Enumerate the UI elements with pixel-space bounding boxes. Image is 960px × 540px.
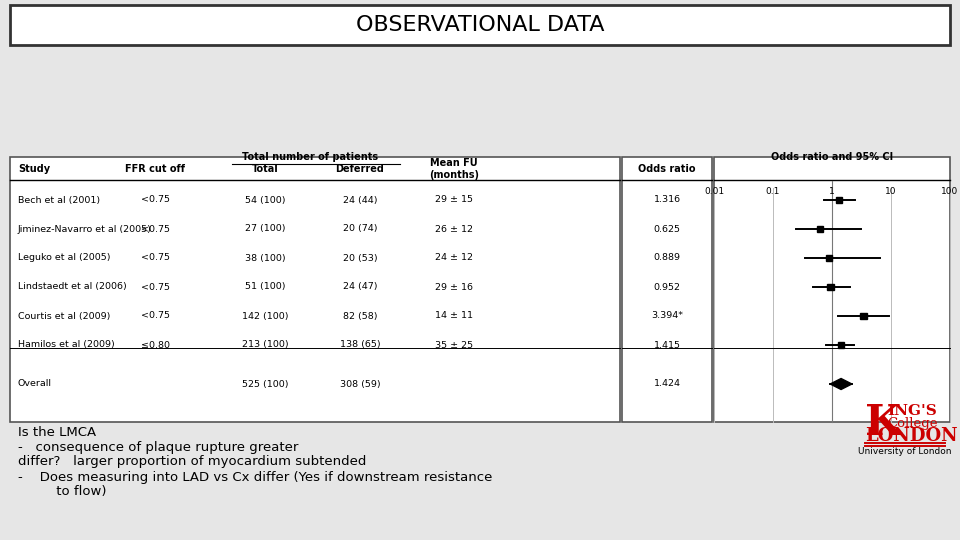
Bar (836, 197, 842, 203)
FancyBboxPatch shape (10, 157, 620, 422)
Text: <0.75: <0.75 (140, 312, 170, 321)
Text: LONDON: LONDON (865, 427, 958, 445)
Text: 54 (100): 54 (100) (245, 195, 285, 205)
Text: <0.75: <0.75 (140, 195, 170, 205)
Text: 10: 10 (885, 187, 897, 196)
Bar (817, 226, 824, 232)
Text: K: K (865, 402, 901, 444)
Text: 0.952: 0.952 (654, 282, 681, 292)
Text: 14 ± 11: 14 ± 11 (435, 312, 473, 321)
Text: Study: Study (18, 164, 50, 174)
Text: <0.75: <0.75 (140, 253, 170, 262)
FancyBboxPatch shape (622, 157, 712, 422)
Text: differ?   larger proportion of myocardium subtended: differ? larger proportion of myocardium … (18, 455, 367, 468)
Bar (826, 255, 832, 261)
Text: College: College (887, 416, 938, 429)
Text: Odds ratio and 95% CI: Odds ratio and 95% CI (771, 152, 893, 162)
Text: 29 ± 16: 29 ± 16 (435, 282, 473, 292)
Text: 213 (100): 213 (100) (242, 341, 288, 349)
Text: 24 (44): 24 (44) (343, 195, 377, 205)
Text: Hamilos et al (2009): Hamilos et al (2009) (18, 341, 115, 349)
Text: 20 (74): 20 (74) (343, 225, 377, 233)
Text: 0.889: 0.889 (654, 253, 681, 262)
Text: 24 ± 12: 24 ± 12 (435, 253, 473, 262)
Text: 51 (100): 51 (100) (245, 282, 285, 292)
Text: 1.316: 1.316 (654, 195, 681, 205)
Text: Overall: Overall (18, 380, 52, 388)
Text: 308 (59): 308 (59) (340, 380, 380, 388)
Text: <0.75: <0.75 (140, 282, 170, 292)
Text: -   consequence of plaque rupture greater: - consequence of plaque rupture greater (18, 441, 299, 454)
FancyBboxPatch shape (714, 157, 950, 422)
Text: 35 ± 25: 35 ± 25 (435, 341, 473, 349)
Text: Jiminez-Navarro et al (2005): Jiminez-Navarro et al (2005) (18, 225, 152, 233)
Text: -    Does measuring into LAD vs Cx differ (Yes if downstream resistance: - Does measuring into LAD vs Cx differ (… (18, 470, 492, 483)
Text: OBSERVATIONAL DATA: OBSERVATIONAL DATA (356, 15, 604, 35)
Text: 1.415: 1.415 (654, 341, 681, 349)
Text: 1: 1 (829, 187, 835, 196)
Text: 82 (58): 82 (58) (343, 312, 377, 321)
Bar (828, 284, 834, 291)
Text: 0.625: 0.625 (654, 225, 681, 233)
Text: University of London: University of London (858, 448, 951, 456)
Text: ING'S: ING'S (887, 404, 937, 418)
Text: 142 (100): 142 (100) (242, 312, 288, 321)
Text: Mean FU
(months): Mean FU (months) (429, 158, 479, 180)
Text: 0.1: 0.1 (766, 187, 780, 196)
Text: FFR cut off: FFR cut off (125, 164, 185, 174)
Text: Leguko et al (2005): Leguko et al (2005) (18, 253, 110, 262)
Text: 138 (65): 138 (65) (340, 341, 380, 349)
FancyBboxPatch shape (10, 5, 950, 45)
Text: 0.01: 0.01 (704, 187, 724, 196)
Text: 38 (100): 38 (100) (245, 253, 285, 262)
Text: <0.75: <0.75 (140, 225, 170, 233)
Bar (838, 342, 844, 348)
Text: Deferred: Deferred (336, 164, 384, 174)
Text: Bech et al (2001): Bech et al (2001) (18, 195, 100, 205)
Text: 100: 100 (942, 187, 959, 196)
Text: Total: Total (252, 164, 278, 174)
Text: 20 (53): 20 (53) (343, 253, 377, 262)
Text: Courtis et al (2009): Courtis et al (2009) (18, 312, 110, 321)
Text: Total number of patients: Total number of patients (242, 152, 378, 162)
Text: 26 ± 12: 26 ± 12 (435, 225, 473, 233)
Text: to flow): to flow) (18, 484, 107, 497)
Text: Odds ratio: Odds ratio (638, 164, 696, 174)
Text: 1.424: 1.424 (654, 380, 681, 388)
Text: 525 (100): 525 (100) (242, 380, 288, 388)
Text: ≤0.80: ≤0.80 (140, 341, 170, 349)
Polygon shape (830, 379, 852, 389)
Text: 29 ± 15: 29 ± 15 (435, 195, 473, 205)
Text: 24 (47): 24 (47) (343, 282, 377, 292)
Text: Is the LMCA: Is the LMCA (18, 426, 96, 438)
Text: Lindstaedt et al (2006): Lindstaedt et al (2006) (18, 282, 127, 292)
Text: 3.394*: 3.394* (651, 312, 683, 321)
Bar (860, 313, 867, 319)
Text: 27 (100): 27 (100) (245, 225, 285, 233)
